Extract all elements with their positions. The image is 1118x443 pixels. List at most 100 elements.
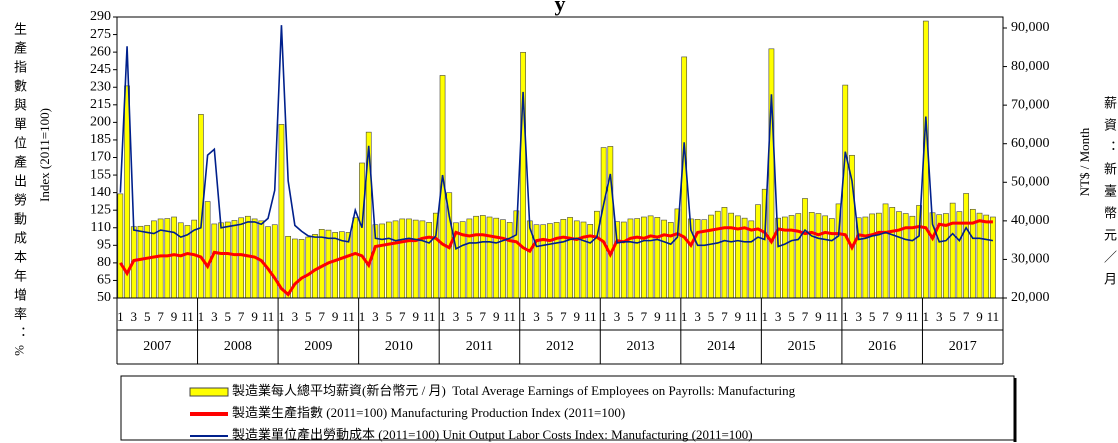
year-label: 2015 <box>788 339 816 354</box>
y-tick-label: 170 <box>90 150 111 165</box>
bar <box>385 221 392 299</box>
x-tick-label: 11 <box>342 309 355 324</box>
bar <box>869 213 875 299</box>
bar <box>231 220 238 299</box>
x-tick-label: 5 <box>466 309 473 324</box>
year-label: 2014 <box>707 339 735 354</box>
y2-axis-label: NT$ / Month <box>1077 127 1092 196</box>
bar <box>426 222 432 299</box>
x-tick-label: 7 <box>963 309 970 324</box>
x-tick-label: 5 <box>869 309 876 324</box>
bar <box>137 225 144 299</box>
line <box>119 25 994 251</box>
y-tick-label: 215 <box>90 97 111 112</box>
bar <box>627 218 634 299</box>
x-tick-label: 5 <box>708 309 715 324</box>
line <box>119 219 993 297</box>
x-tick-label: 11 <box>262 309 275 324</box>
bar <box>479 215 486 299</box>
bar <box>211 223 218 299</box>
y2-tick-label: 40,000 <box>1011 213 1050 228</box>
y2-tick-label: 20,000 <box>1011 290 1050 305</box>
bar <box>875 212 882 299</box>
x-tick-label: 1 <box>600 309 607 324</box>
bar <box>721 207 728 299</box>
bar <box>238 217 245 299</box>
bar <box>755 204 761 299</box>
bar <box>278 124 285 299</box>
y2-tick-label: 70,000 <box>1011 97 1050 112</box>
year-label: 2010 <box>385 339 413 354</box>
y-tick-label: 95 <box>97 238 111 253</box>
bar <box>218 222 224 299</box>
x-tick-label: 3 <box>614 309 621 324</box>
x-tick-label: 9 <box>976 309 983 324</box>
x-tick-label: 7 <box>882 309 889 324</box>
bar <box>748 220 755 299</box>
bar <box>654 217 661 299</box>
y-tick-label: 140 <box>90 185 111 200</box>
bar <box>641 216 647 299</box>
x-tick-label: 9 <box>815 309 822 324</box>
bar <box>533 224 540 299</box>
y-tick-label: 230 <box>90 79 111 94</box>
bar <box>271 224 278 299</box>
x-tick-label: 3 <box>775 309 782 324</box>
x-tick-label: 1 <box>359 309 366 324</box>
x-tick-label: 1 <box>842 309 849 324</box>
year-label: 2011 <box>466 339 493 354</box>
x-tick-label: 11 <box>503 309 516 324</box>
x-tick-label: 11 <box>664 309 677 324</box>
y2-tick-label: 50,000 <box>1011 175 1050 190</box>
x-tick-label: 7 <box>560 309 567 324</box>
legend-label: 製造業生產指數 (2011=100) Manufacturing Product… <box>232 405 625 420</box>
bar <box>614 221 620 299</box>
x-tick-label: 5 <box>949 309 956 324</box>
legend-label: 製造業每人總平均薪資(新台幣元 / 月) Total Average Earni… <box>232 383 796 398</box>
x-tick-label: 11 <box>423 309 436 324</box>
year-label: 2007 <box>143 339 171 354</box>
bar <box>486 216 493 299</box>
bar <box>520 51 526 299</box>
bar <box>144 225 151 299</box>
bar <box>412 219 419 299</box>
bar <box>305 236 312 299</box>
x-tick-label: 5 <box>386 309 393 324</box>
bar <box>882 203 889 299</box>
x-tick-label: 3 <box>372 309 379 324</box>
x-tick-label: 9 <box>251 309 258 324</box>
x-tick-label: 7 <box>641 309 648 324</box>
bar <box>741 217 748 299</box>
bar <box>600 147 607 299</box>
bar <box>365 131 372 299</box>
x-tick-label: 5 <box>788 309 795 324</box>
x-tick-label: 1 <box>923 309 930 324</box>
bar <box>298 239 305 299</box>
bar <box>708 214 714 299</box>
x-tick-label: 1 <box>117 309 124 324</box>
bar <box>379 223 385 299</box>
bar <box>419 220 426 299</box>
bar <box>714 210 721 299</box>
x-tick-label: 9 <box>896 309 903 324</box>
bar <box>553 222 560 299</box>
bar <box>506 222 513 299</box>
x-tick-label: 9 <box>332 309 339 324</box>
bar <box>902 213 909 299</box>
x-tick-label: 5 <box>547 309 554 324</box>
plot-frame <box>116 16 1004 299</box>
bar <box>204 201 211 299</box>
bar <box>573 220 580 299</box>
x-tick-label: 5 <box>305 309 312 324</box>
y2-tick-label: 80,000 <box>1011 59 1050 74</box>
bar <box>399 218 406 299</box>
y2-tick-label: 90,000 <box>1011 20 1050 35</box>
y-tick-label: 50 <box>97 290 111 305</box>
x-tick-label: 11 <box>181 309 194 324</box>
x-tick-label: 3 <box>855 309 862 324</box>
x-tick-label: 3 <box>211 309 218 324</box>
y-tick-label: 245 <box>90 62 111 77</box>
x-tick-label: 7 <box>802 309 809 324</box>
bar <box>795 213 802 299</box>
